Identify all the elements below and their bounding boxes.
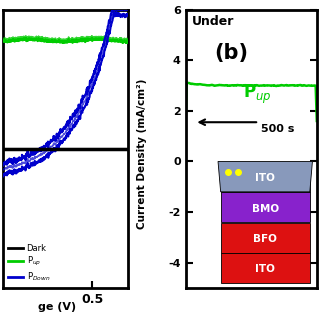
Text: ITO: ITO [255, 264, 275, 274]
Polygon shape [218, 162, 312, 192]
Text: ge (V): ge (V) [38, 302, 76, 312]
Text: ITO: ITO [255, 173, 275, 183]
Bar [221, 253, 310, 283]
Bar [221, 222, 310, 252]
Text: (b): (b) [214, 43, 249, 63]
Text: BFO: BFO [253, 234, 277, 244]
Text: NSTO: NSTO [249, 173, 281, 183]
Text: BMO: BMO [252, 204, 279, 213]
Bar [221, 192, 310, 222]
Text: Under: Under [192, 15, 235, 28]
Text: Current Density (mA/cm²): Current Density (mA/cm²) [137, 78, 148, 229]
Text: P$_{up}$: P$_{up}$ [244, 83, 272, 106]
Bar [221, 162, 310, 192]
Text: 500 s: 500 s [261, 124, 294, 134]
Legend: Dark, P$_{up}$, P$_{Down}$: Dark, P$_{up}$, P$_{Down}$ [7, 244, 51, 284]
